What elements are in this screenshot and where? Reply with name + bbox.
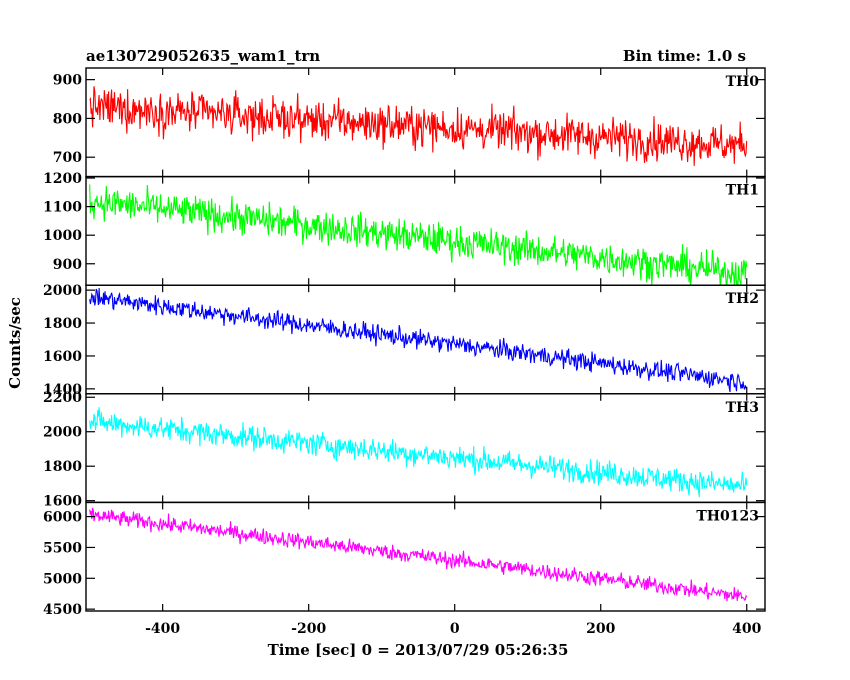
bin-time-label: Bin time: 1.0 s [623, 47, 746, 65]
panel-label: TH1 [726, 183, 759, 199]
y-tick-label: 1600 [43, 494, 82, 510]
series-line-th0123 [89, 507, 748, 602]
x-tick-label: -400 [145, 621, 180, 637]
y-tick-label: 1600 [43, 349, 82, 365]
panel-th2: 1400 1600 1800 2000 TH2 [43, 283, 766, 398]
x-tick-label: 0 [450, 621, 460, 637]
y-tick-label: 2000 [43, 425, 82, 441]
y-tick-label: 2000 [43, 283, 82, 299]
y-tick-label: 900 [53, 73, 82, 89]
x-tick-label: 200 [586, 621, 615, 637]
chart-title: ae130729052635_wam1_trn [86, 47, 320, 65]
panel-th3: 1600 1800 2000 2200 TH3 [43, 390, 766, 510]
panel-frame [85, 501, 766, 612]
series-line-th3 [89, 407, 748, 498]
panel-label: TH0123 [696, 508, 759, 524]
y-tick-label: 1400 [43, 382, 82, 398]
panels-group: 700 800 900 TH0 900 1000 1100 1200 TH1 1400 1600 18… [43, 67, 766, 637]
panel-th0123: 4500 5000 5500 6000 TH0123 [43, 501, 766, 618]
panel-label: TH3 [726, 400, 759, 416]
panel-th0: 700 800 900 TH0 [53, 67, 766, 178]
y-tick-label: 5000 [43, 571, 82, 587]
y-tick-label: 700 [53, 150, 82, 166]
y-tick-label: 1800 [43, 316, 82, 332]
y-tick-label: 5500 [43, 540, 82, 556]
series-line-th1 [89, 184, 748, 286]
y-tick-label: 6000 [43, 510, 82, 526]
y-tick-label: 1100 [43, 200, 82, 216]
y-axis-title: Counts/sec [6, 297, 24, 389]
y-tick-label: 1000 [43, 228, 82, 244]
y-tick-label: 2200 [43, 390, 82, 406]
panel-label: TH0 [726, 74, 760, 90]
series-line-th0 [89, 86, 748, 166]
y-tick-label: 1800 [43, 459, 82, 475]
y-tick-label: 1200 [43, 171, 82, 187]
x-tick-label: -200 [291, 621, 326, 637]
x-tick-label: 400 [732, 621, 761, 637]
y-tick-label: 800 [53, 111, 82, 127]
y-tick-label: 4500 [43, 602, 82, 618]
y-tick-label: 900 [53, 257, 82, 273]
series-line-th2 [89, 287, 748, 393]
panel-frame [85, 393, 766, 504]
panel-label: TH2 [726, 291, 759, 307]
panel-th1: 900 1000 1100 1200 TH1 [43, 171, 766, 286]
x-axis-title: Time [sec] 0 = 2013/07/29 05:26:35 [268, 641, 569, 659]
